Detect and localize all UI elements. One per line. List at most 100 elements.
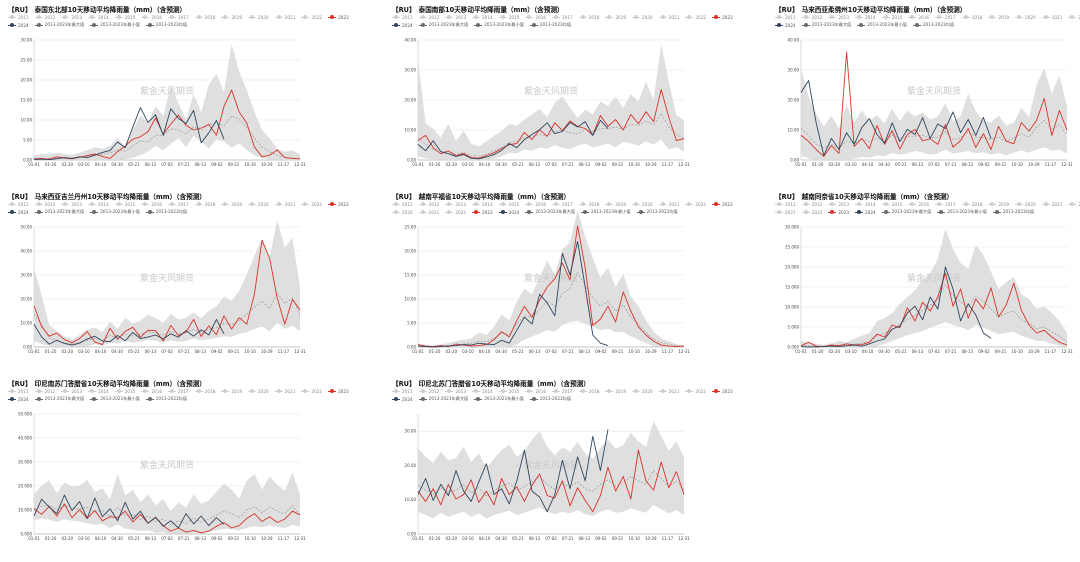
legend-swatch [992,210,1001,214]
legend-marker [582,210,587,214]
legend-item: 2013 [61,389,82,394]
legend-swatch [392,389,400,393]
legend-marker [420,397,425,401]
legend-label: 2023 [338,388,349,394]
chart-tag: 【RU】 [392,6,416,14]
legend-swatch [61,15,70,19]
legend-swatch [605,389,614,393]
legend-marker [223,202,228,206]
chart-panel-3: 【RU】 马来西亚柔佛州10天移动平均降雨量（mm）（含预测） 2011 2012 20… [775,4,1080,182]
legend-swatch [221,202,230,206]
x-tick-label: 04-10 [95,162,107,167]
legend-swatch [141,15,150,19]
x-tick-label: 07-02 [928,162,940,167]
x-tick-label: 10-29 [1028,162,1040,167]
legend-marker [447,15,452,19]
x-tick-label: 07-21 [945,162,957,167]
legend-swatch [168,15,177,19]
legend-swatch [274,202,283,206]
x-tick-label: 01-01 [795,349,807,354]
legend-label: 2015 [124,14,136,20]
legend-label: 2020 [402,209,413,215]
x-tick-label: 09-21 [612,349,624,354]
x-tick-label: 09-02 [595,536,607,541]
x-tick-label: 07-02 [161,349,173,354]
x-tick-label: 08-13 [194,536,206,541]
chart-title: 【RU】 越南平福省10天移动平均降雨量（mm）（含预测） [392,191,570,201]
legend-item: 2019 [221,15,242,20]
legend-marker [447,202,452,206]
legend-item: 2016 [525,389,546,394]
legend-swatch [445,210,454,214]
legend-item: 2011 [775,15,796,20]
legend-swatch [1015,15,1024,19]
legend-marker [580,15,585,19]
legend-item: 2013-2023均值 [145,396,187,402]
y-tick-label: 30.00 [21,272,33,277]
x-tick-label: 02-20 [828,349,840,354]
legend-row: 2024 2013-2023年最大值 2013-2023年最小值 2013-2023均… [392,21,577,29]
x-tick-label: 06-13 [145,162,157,167]
legend-swatch [8,23,16,27]
legend-label: 2018 [588,388,600,394]
y-tick-label: 15.00 [405,272,417,277]
legend-label: 2015 [508,14,520,20]
legend-label: 2020 [258,14,269,20]
x-tick-label: 08-13 [961,162,973,167]
legend-marker [607,389,612,393]
legend-swatch [34,23,43,27]
x-tick-label: 01-20 [429,536,441,541]
x-tick-label: 11-17 [278,162,290,167]
legend-label: 2022 [1078,15,1080,20]
legend-item: 2013-2023年最小值 [90,209,140,215]
y-tick-label: 0.000 [788,344,800,349]
legend-item: 2016 [141,389,162,394]
y-tick-label: 10.000 [785,304,799,309]
legend-marker [777,15,781,19]
series-line-2024 [800,80,992,156]
legend-label: 2018 [971,14,983,20]
legend-item: 2017 [552,202,573,207]
legend-swatch [685,389,694,393]
legend-swatch [88,389,97,393]
legend-item: 2024 [855,210,876,215]
legend-item: 2013-2023均值 [529,22,571,28]
x-tick-label: 02-20 [445,162,457,167]
legend-item: 2017 [168,202,189,207]
legend-item: 2020 [1015,15,1036,20]
legend-marker [170,389,175,393]
x-tick-label: 11-17 [1045,162,1057,167]
y-tick-label: 10.00 [21,320,33,325]
legend-swatch [712,202,721,206]
legend-label: 2011 [18,388,29,394]
legend-label: 2014 [482,201,493,207]
legend-marker [420,210,425,214]
legend-marker [250,202,255,206]
legend-item: 2019 [988,202,1009,207]
legend-label: 2012 [44,388,56,394]
legend-item: 2013 [445,202,466,207]
chart-tag: 【RU】 [8,193,32,201]
legend-item: 2021 [1041,15,1062,20]
legend-marker [777,202,781,206]
legend-swatch [248,202,257,206]
legend-swatch [34,15,43,19]
x-tick-label: 09-02 [211,349,223,354]
legend-marker [10,210,14,214]
legend-swatch [685,15,694,19]
x-tick-label: 03-10 [845,349,857,354]
x-tick-label: 10-29 [645,536,657,541]
y-tick-label: 0.00 [790,157,799,162]
legend-item: 2023 [328,15,349,20]
legend-swatch [775,15,783,19]
legend-swatch [552,389,561,393]
legend-marker [420,15,425,19]
legend-swatch [828,202,837,206]
legend-label: 2013-2023年最小值 [100,22,140,27]
legend-item: 2013-2023年最大值 [418,396,468,402]
legend-item: 2013-2023年最小值 [90,22,140,28]
legend-item: 2015 [881,15,902,20]
legend-item: 2013-2023年最大值 [34,22,84,28]
x-tick-label: 09-02 [595,349,607,354]
series-line-2024 [33,107,225,161]
